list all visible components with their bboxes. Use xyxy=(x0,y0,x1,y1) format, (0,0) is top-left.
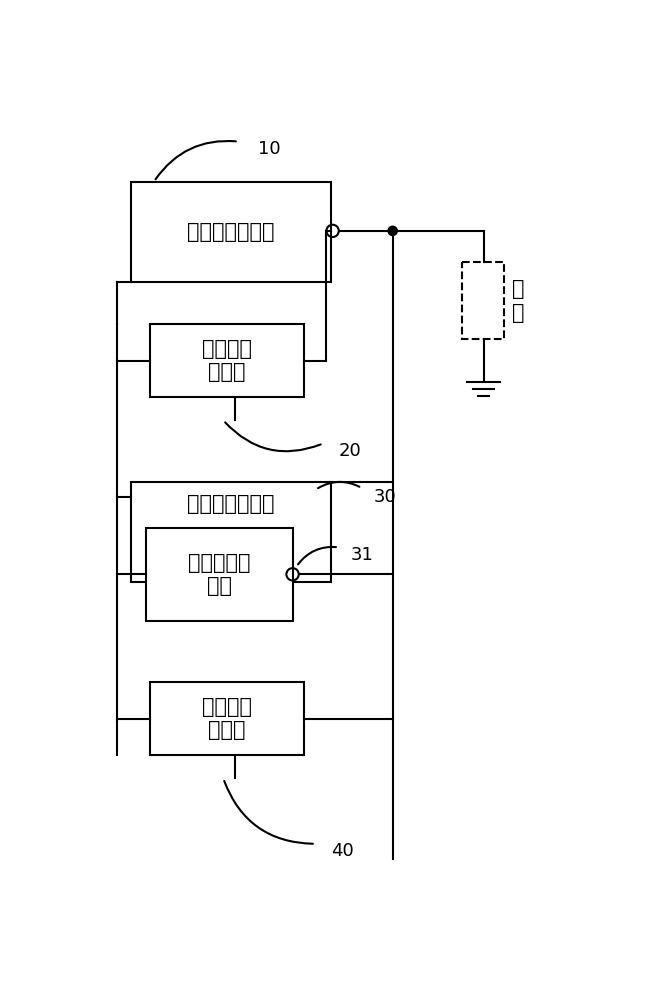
Bar xyxy=(150,682,304,755)
Bar xyxy=(131,182,331,282)
Bar xyxy=(131,482,331,582)
Text: 10: 10 xyxy=(258,140,280,158)
Text: 从电流调整
单元: 从电流调整 单元 xyxy=(188,553,251,596)
Bar xyxy=(146,528,293,620)
Text: 负
载: 负 载 xyxy=(512,279,525,323)
Text: 30: 30 xyxy=(373,488,396,506)
Text: 主电流检
测模块: 主电流检 测模块 xyxy=(202,339,252,382)
Text: 31: 31 xyxy=(351,546,373,564)
Text: 40: 40 xyxy=(331,842,354,860)
Text: 主直流电源模块: 主直流电源模块 xyxy=(187,222,275,242)
Text: 从电流检
测模块: 从电流检 测模块 xyxy=(202,697,252,740)
Text: 20: 20 xyxy=(339,442,361,460)
Text: 从直流电源模块: 从直流电源模块 xyxy=(187,494,275,514)
Bar xyxy=(150,324,304,397)
Bar xyxy=(462,262,505,339)
Circle shape xyxy=(388,226,397,235)
